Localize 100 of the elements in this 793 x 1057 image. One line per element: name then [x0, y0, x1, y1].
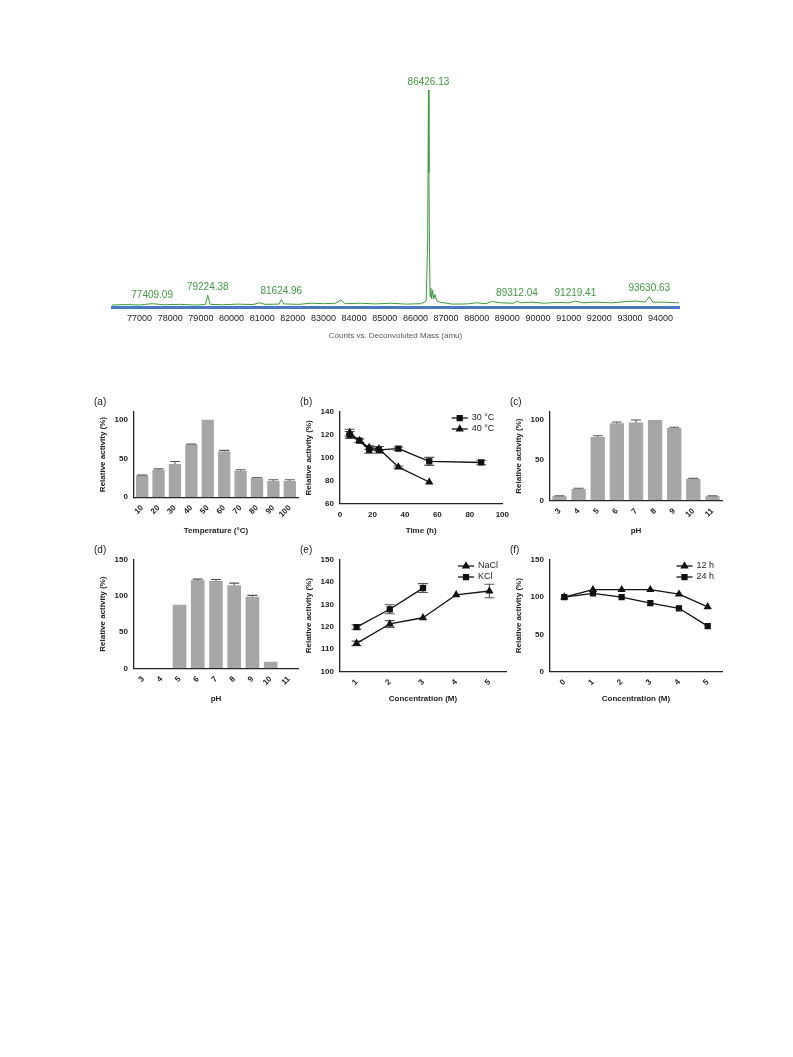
- x-tick-label: 4: [154, 673, 165, 684]
- x-tick-label: 80000: [219, 313, 245, 324]
- x-tick-label: 81000: [249, 313, 275, 324]
- x-tick-label: 20: [367, 509, 378, 519]
- y-tick-label: 50: [119, 627, 129, 637]
- y-tick-label: 0: [123, 663, 129, 673]
- x-tick-label: 10: [260, 673, 275, 687]
- y-axis-title: Relative activity (%): [98, 576, 107, 652]
- x-axis-title: pH: [210, 694, 222, 704]
- x-tick-label: 11: [279, 673, 293, 687]
- legend-label: NaCl: [478, 560, 499, 571]
- y-tick-label: 150: [530, 555, 545, 565]
- x-tick-label: 90: [263, 502, 277, 516]
- x-tick-label: 11: [703, 505, 716, 519]
- x-tick-label: 3: [552, 505, 563, 516]
- x-tick-label: 30: [165, 502, 179, 516]
- x-tick-label: 1: [350, 677, 360, 687]
- x-tick-label: 82000: [280, 313, 306, 324]
- x-axis-title: pH: [630, 526, 642, 536]
- annotation: 91219.41: [554, 286, 597, 298]
- x-tick-label: 80: [247, 502, 261, 516]
- x-tick-label: 50: [198, 502, 212, 516]
- y-tick-label: 140: [320, 407, 335, 417]
- x-tick-label: 88000: [464, 313, 490, 324]
- x-tick-label: 70: [230, 502, 244, 516]
- x-tick-label: 2: [383, 677, 394, 687]
- y-tick-label: 140: [320, 577, 335, 587]
- x-tick-label: 94000: [648, 313, 674, 324]
- x-tick-label: 100: [276, 502, 294, 519]
- x-tick-label: 2: [615, 677, 625, 687]
- x-axis-title: Temperature (°C): [183, 526, 249, 536]
- x-tick-label: 92000: [586, 313, 612, 324]
- x-tick-label: 80: [465, 509, 475, 519]
- y-axis-title: Relative activity (%): [514, 577, 523, 654]
- x-tick-label: 9: [245, 673, 256, 684]
- annotation: 79224.38: [186, 280, 230, 292]
- x-tick-label: 3: [136, 673, 147, 684]
- x-tick-label: 10: [132, 502, 146, 516]
- y-tick-label: 0: [539, 666, 545, 676]
- x-axis-title: Concentration (M): [388, 694, 458, 704]
- x-tick-label: 60: [214, 502, 228, 516]
- x-tick-label: 84000: [341, 313, 367, 324]
- x-tick-label: 40: [400, 509, 410, 519]
- x-tick-label: 3: [416, 677, 427, 687]
- y-tick-label: 100: [114, 414, 129, 424]
- x-axis-title: Time (h): [405, 526, 437, 536]
- annotation: 81624.96: [260, 285, 303, 297]
- y-axis-title: Relative activity (%): [98, 416, 107, 493]
- y-tick-label: 0: [539, 495, 545, 505]
- x-tick-label: 5: [701, 677, 712, 687]
- x-tick-label: 4: [572, 505, 582, 516]
- y-axis-title: Relative activity (%): [304, 419, 313, 496]
- x-tick-label: 91000: [556, 313, 582, 324]
- x-tick-label: 87000: [433, 313, 459, 324]
- x-tick-label: 5: [172, 673, 183, 684]
- y-tick-label: 130: [320, 599, 335, 609]
- annotation: 89312.04: [496, 286, 539, 298]
- x-tick-label: 4: [672, 677, 683, 687]
- x-tick-label: 83000: [310, 313, 336, 324]
- y-tick-label: 80: [325, 476, 335, 486]
- legend-label: KCl: [478, 571, 493, 582]
- x-tick-label: 10: [683, 505, 697, 519]
- x-tick-label: 8: [227, 673, 238, 684]
- x-tick-label: 89000: [494, 313, 520, 324]
- annotation: 93630.63: [628, 282, 671, 294]
- x-tick-label: 60: [432, 509, 443, 519]
- x-tick-label: 9: [667, 505, 678, 516]
- legend-label: 30 °C: [471, 412, 495, 423]
- y-tick-label: 100: [530, 592, 545, 602]
- chart-title: (d): [94, 543, 107, 555]
- y-tick-label: 50: [535, 455, 545, 465]
- y-tick-label: 110: [321, 644, 335, 654]
- x-tick-label: 77000: [127, 313, 153, 324]
- y-tick-label: 150: [320, 555, 335, 565]
- x-tick-label: 0: [557, 677, 568, 687]
- x-tick-label: 6: [191, 673, 202, 684]
- x-tick-label: 0: [337, 509, 343, 519]
- y-axis-title: Relative activity (%): [514, 418, 523, 494]
- x-tick-label: 78000: [157, 313, 183, 324]
- x-tick-label: 100: [495, 509, 510, 519]
- y-tick-label: 50: [119, 453, 129, 463]
- x-tick-label: 79000: [188, 313, 214, 324]
- chart-title: (a): [94, 395, 107, 407]
- x-tick-label: 5: [482, 677, 493, 687]
- y-tick-label: 120: [320, 622, 335, 632]
- x-tick-label: 8: [648, 505, 659, 516]
- legend-label: 24 h: [696, 571, 715, 582]
- x-tick-label: 3: [643, 677, 654, 687]
- y-tick-label: 0: [123, 492, 129, 502]
- x-tick-label: 20: [148, 502, 162, 516]
- x-tick-label: 93000: [617, 313, 643, 324]
- x-tick-label: 40: [181, 502, 195, 516]
- chart-title: (f): [510, 543, 520, 555]
- x-tick-label: 1: [586, 677, 597, 687]
- x-tick-label: 85000: [372, 313, 398, 324]
- legend-label: 40 °C: [471, 423, 495, 434]
- chart-title: (e): [300, 543, 313, 555]
- y-tick-label: 100: [530, 415, 545, 425]
- y-tick-label: 120: [320, 430, 335, 440]
- y-tick-label: 100: [320, 666, 335, 676]
